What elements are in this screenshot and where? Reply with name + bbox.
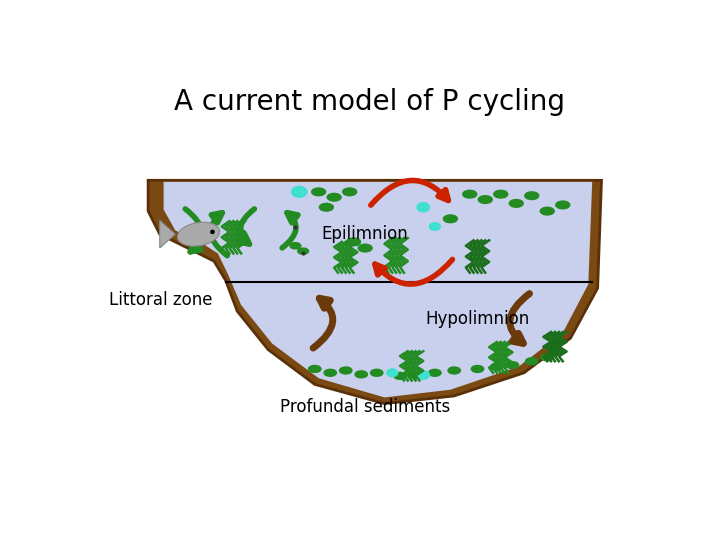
Ellipse shape bbox=[541, 354, 554, 361]
Ellipse shape bbox=[494, 190, 508, 198]
Ellipse shape bbox=[312, 188, 325, 195]
Text: Profundal sediments: Profundal sediments bbox=[280, 399, 450, 416]
Ellipse shape bbox=[417, 202, 429, 212]
FancyArrowPatch shape bbox=[510, 294, 529, 343]
Ellipse shape bbox=[387, 369, 397, 377]
Polygon shape bbox=[90, 182, 163, 481]
Ellipse shape bbox=[327, 193, 341, 201]
Ellipse shape bbox=[478, 195, 492, 204]
Polygon shape bbox=[163, 182, 593, 397]
Ellipse shape bbox=[490, 363, 503, 370]
Text: Hypolimnion: Hypolimnion bbox=[426, 310, 530, 328]
Ellipse shape bbox=[444, 215, 457, 222]
Ellipse shape bbox=[540, 207, 554, 215]
Ellipse shape bbox=[324, 369, 336, 376]
Polygon shape bbox=[148, 180, 601, 403]
Ellipse shape bbox=[556, 201, 570, 209]
Ellipse shape bbox=[177, 222, 220, 246]
Ellipse shape bbox=[429, 222, 441, 231]
Ellipse shape bbox=[526, 358, 538, 365]
Ellipse shape bbox=[292, 186, 307, 197]
FancyArrowPatch shape bbox=[282, 213, 298, 248]
Ellipse shape bbox=[320, 204, 333, 211]
Ellipse shape bbox=[297, 248, 309, 254]
Ellipse shape bbox=[428, 369, 441, 376]
Ellipse shape bbox=[355, 371, 367, 378]
Ellipse shape bbox=[394, 373, 406, 379]
FancyArrowPatch shape bbox=[211, 213, 228, 255]
Ellipse shape bbox=[371, 369, 383, 376]
Ellipse shape bbox=[463, 190, 477, 198]
Ellipse shape bbox=[346, 238, 361, 246]
FancyArrowPatch shape bbox=[185, 209, 202, 252]
Ellipse shape bbox=[210, 230, 215, 234]
Ellipse shape bbox=[417, 371, 429, 379]
Ellipse shape bbox=[525, 192, 539, 200]
Ellipse shape bbox=[472, 366, 484, 373]
Ellipse shape bbox=[343, 188, 356, 195]
FancyArrowPatch shape bbox=[375, 259, 452, 284]
Text: A current model of P cycling: A current model of P cycling bbox=[174, 88, 564, 116]
Text: Littoral zone: Littoral zone bbox=[109, 291, 213, 309]
Ellipse shape bbox=[358, 244, 372, 252]
Ellipse shape bbox=[340, 367, 352, 374]
FancyArrowPatch shape bbox=[371, 180, 449, 205]
FancyArrowPatch shape bbox=[313, 298, 333, 348]
Ellipse shape bbox=[309, 366, 321, 373]
Text: Epilimnion: Epilimnion bbox=[322, 225, 408, 243]
FancyArrowPatch shape bbox=[238, 209, 254, 244]
Polygon shape bbox=[160, 220, 175, 248]
Ellipse shape bbox=[409, 372, 422, 379]
Ellipse shape bbox=[448, 367, 461, 374]
Ellipse shape bbox=[509, 200, 523, 207]
Ellipse shape bbox=[506, 362, 518, 369]
Ellipse shape bbox=[290, 242, 301, 249]
